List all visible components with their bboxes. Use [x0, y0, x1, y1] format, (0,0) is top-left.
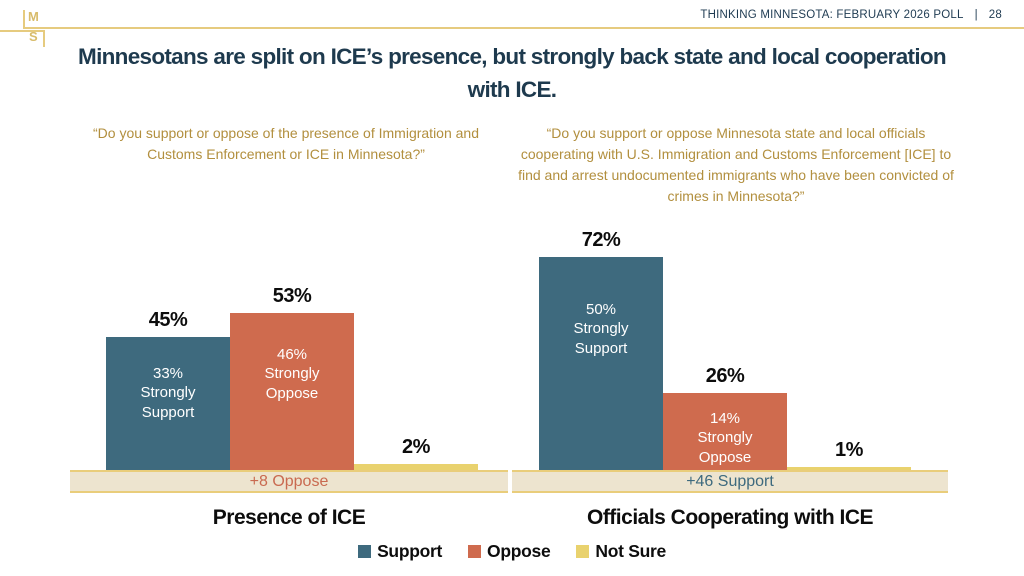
legend-label-support: Support: [377, 541, 443, 561]
legend-label-oppose: Oppose: [487, 541, 551, 561]
legend-item-oppose: Oppose: [468, 541, 551, 562]
net-band-right: +46 Support: [512, 470, 948, 493]
bar-not-sure: [787, 467, 911, 470]
header: THINKING MINNESOTA: FEBRUARY 2026 POLL |…: [700, 9, 1002, 21]
bar-inner-label-support: 33% Strongly Support: [140, 364, 196, 421]
net-annotation-left: +8 Oppose: [249, 472, 329, 490]
header-page-number: 28: [988, 9, 1002, 21]
bar-oppose: [230, 313, 354, 470]
legend-item-support: Support: [358, 541, 442, 562]
question-left: “Do you support or oppose of the presenc…: [93, 125, 479, 162]
bar-value-label-support: 45%: [148, 309, 188, 332]
bar-oppose: [663, 393, 787, 470]
legend: Support Oppose Not Sure: [0, 541, 1024, 562]
slide-title: Minnesotans are split on ICE’s presence,…: [78, 44, 947, 102]
bar-value-label-not-sure: 2%: [402, 436, 430, 459]
logo-letter-s: S: [29, 29, 38, 44]
net-band-left: +8 Oppose: [70, 470, 508, 493]
bar-value-label-oppose: 53%: [272, 285, 312, 308]
header-title: THINKING MINNESOTA: FEBRUARY 2026 POLL: [700, 9, 964, 21]
question-right: “Do you support or oppose Minnesota stat…: [518, 125, 954, 204]
logo-line: [23, 10, 25, 28]
chart-title-right: Officials Cooperating with ICE: [586, 506, 874, 529]
header-divider: |: [974, 9, 978, 21]
net-annotation-right: +46 Support: [686, 472, 774, 490]
bar-inner-label-oppose: 46% Strongly Oppose: [264, 345, 320, 402]
legend-item-not-sure: Not Sure: [576, 541, 666, 562]
logo-letter-m: M: [28, 9, 39, 24]
chart-title-left: Presence of ICE: [212, 506, 366, 529]
legend-swatch-oppose: [468, 545, 482, 558]
bar-support: [106, 337, 230, 470]
bar-value-label-support: 72%: [581, 229, 621, 252]
legend-swatch-not-sure: [576, 545, 590, 558]
logo-line: [0, 30, 43, 32]
bar-not-sure: [354, 464, 478, 470]
legend-label-not-sure: Not Sure: [595, 541, 666, 561]
bar-value-label-oppose: 26%: [705, 365, 745, 388]
header-rule: [23, 27, 1024, 29]
bar-support: [539, 257, 663, 470]
legend-swatch-support: [358, 545, 372, 558]
bar-inner-label-support: 50% Strongly Support: [573, 300, 629, 357]
logo-line: [43, 30, 45, 47]
bar-value-label-not-sure: 1%: [835, 439, 863, 461]
bar-inner-label-oppose: 14% Strongly Oppose: [697, 409, 753, 466]
